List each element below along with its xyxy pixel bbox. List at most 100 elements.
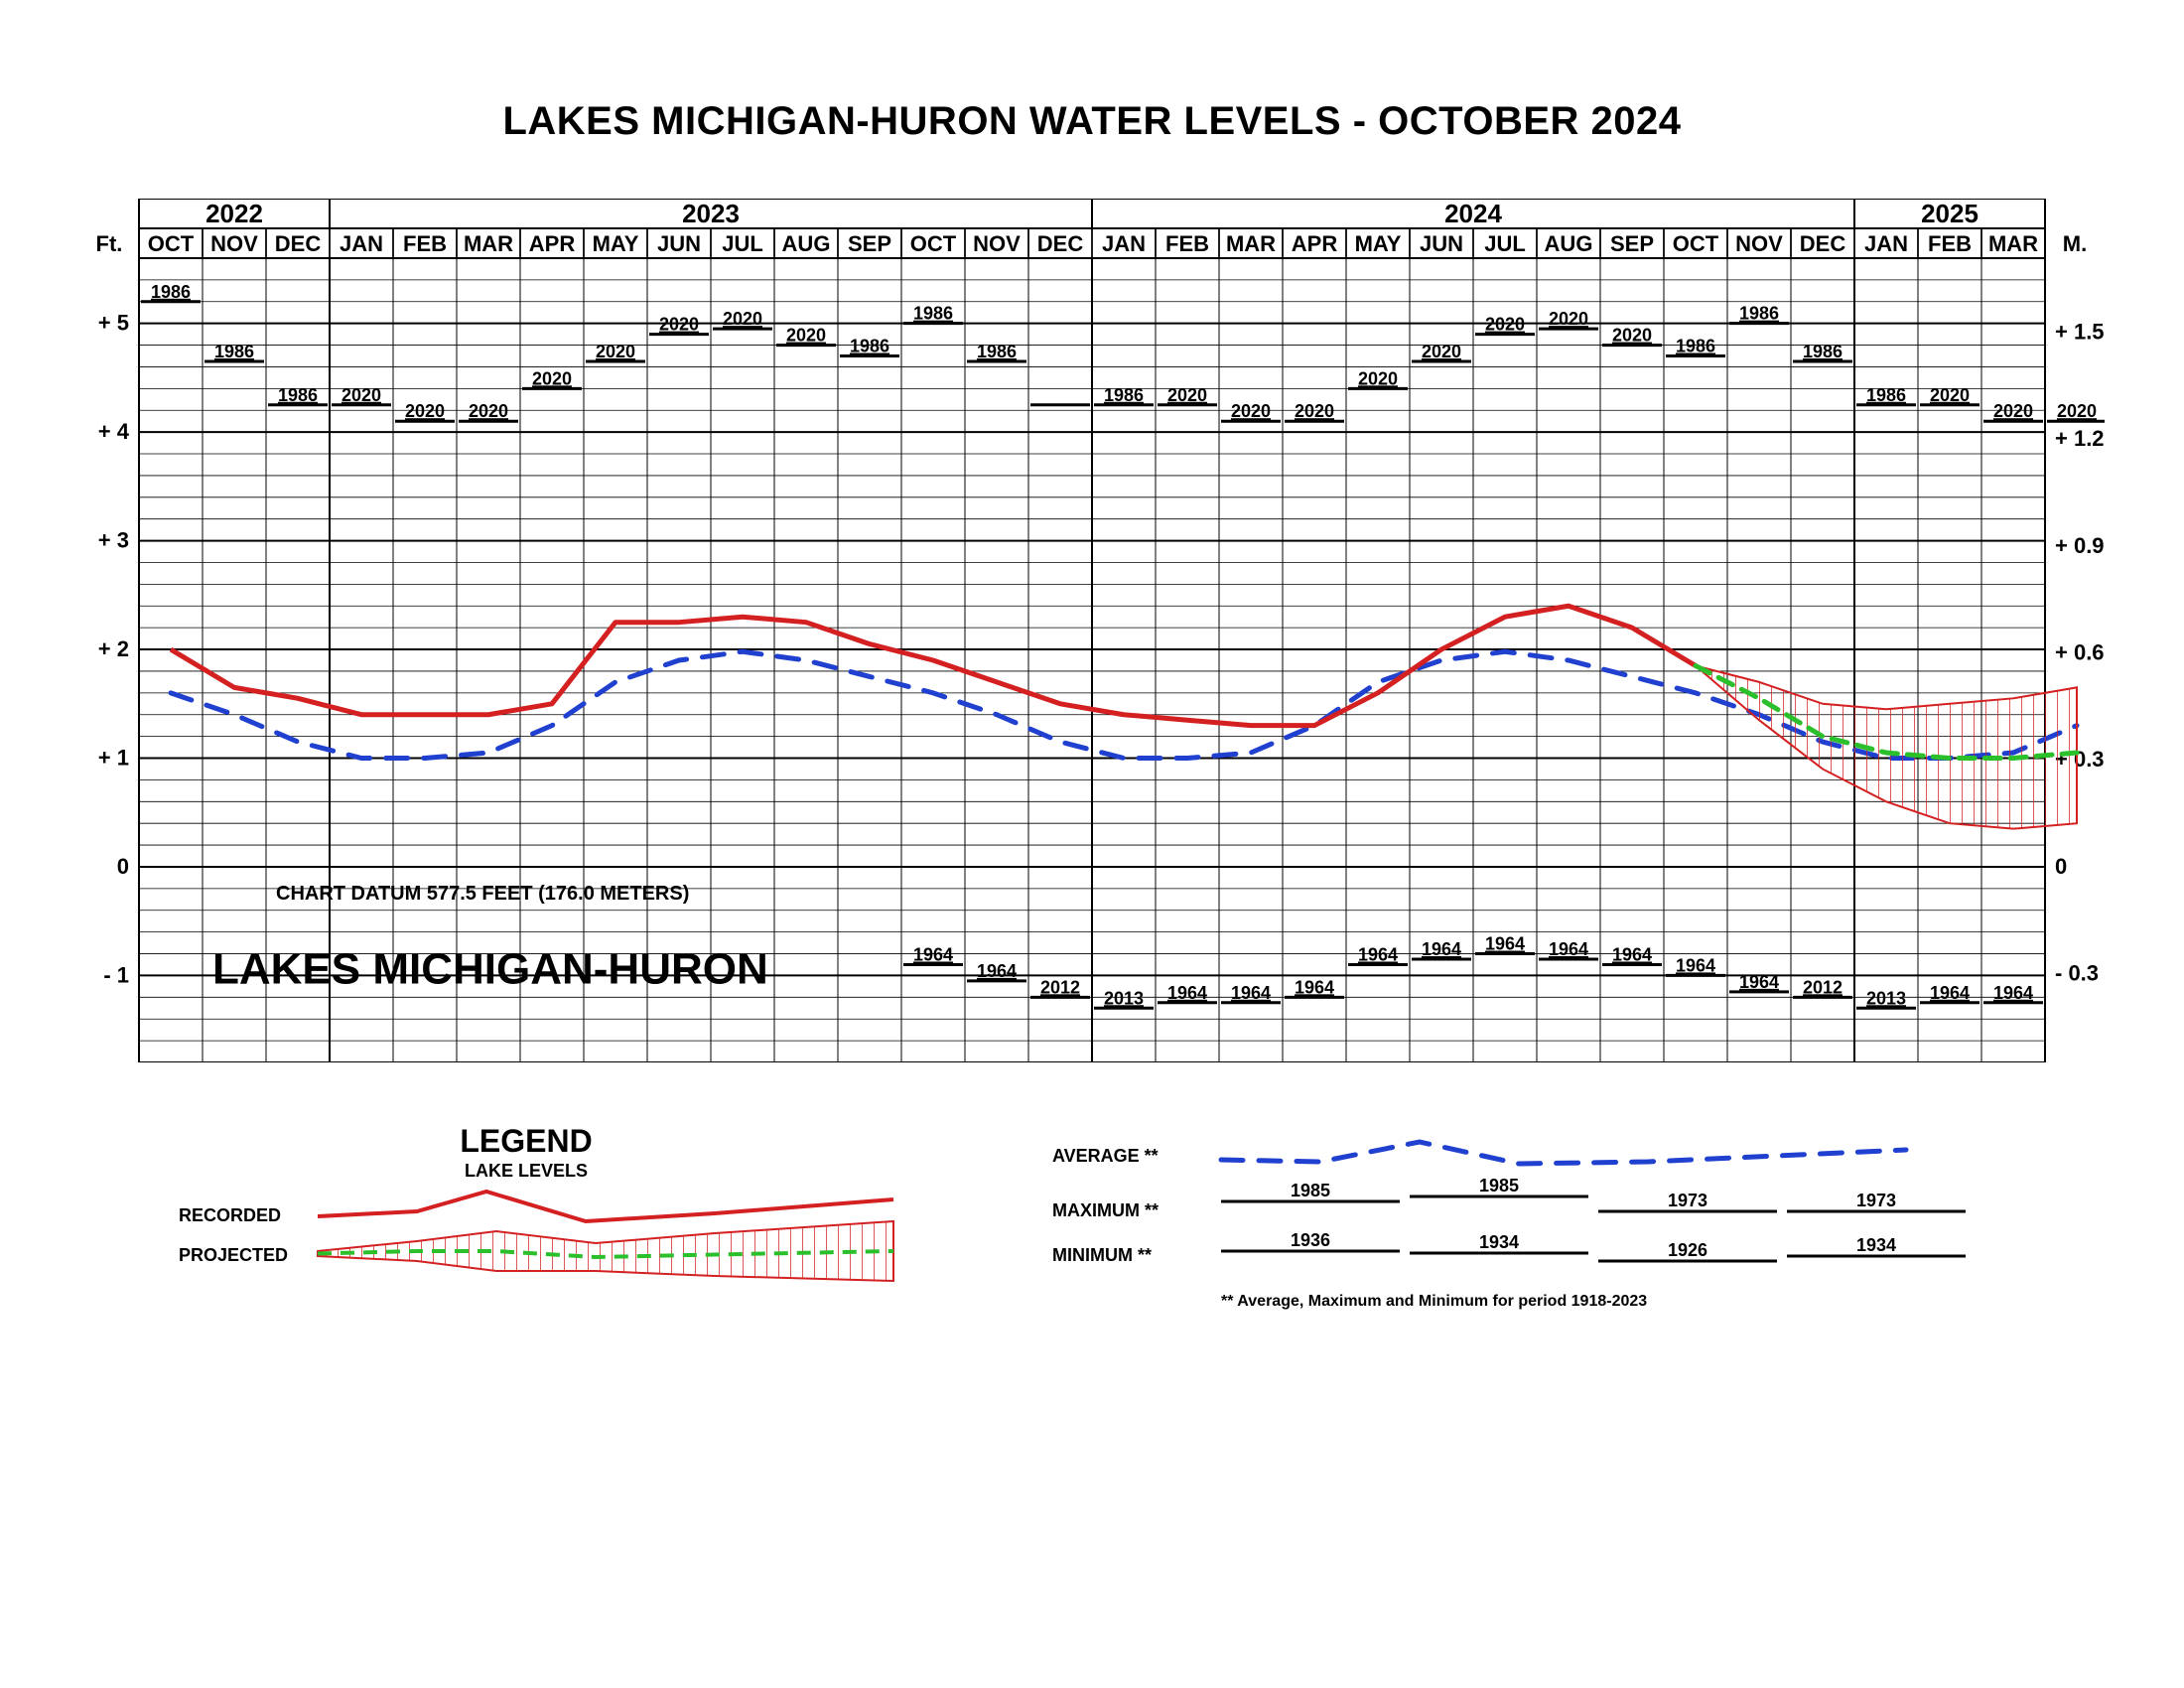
svg-text:1964: 1964 — [1739, 972, 1779, 992]
svg-text:RECORDED: RECORDED — [179, 1205, 281, 1225]
svg-text:MAY: MAY — [1355, 231, 1402, 256]
svg-text:+ 0.9: + 0.9 — [2055, 533, 2105, 558]
svg-text:DEC: DEC — [1037, 231, 1084, 256]
svg-text:MINIMUM **: MINIMUM ** — [1052, 1245, 1152, 1265]
svg-text:2022: 2022 — [205, 199, 263, 228]
svg-text:1986: 1986 — [1739, 304, 1779, 324]
svg-text:1986: 1986 — [214, 342, 254, 361]
svg-text:1964: 1964 — [1485, 934, 1525, 954]
svg-text:1926: 1926 — [1668, 1240, 1707, 1260]
svg-text:MAR: MAR — [1988, 231, 2038, 256]
svg-text:AUG: AUG — [1545, 231, 1593, 256]
svg-text:1964: 1964 — [1930, 983, 1970, 1003]
svg-text:SEP: SEP — [848, 231, 891, 256]
svg-text:- 1: - 1 — [103, 962, 129, 987]
svg-text:1964: 1964 — [1993, 983, 2033, 1003]
svg-text:0: 0 — [2055, 854, 2067, 879]
svg-text:2020: 2020 — [532, 368, 572, 388]
svg-text:JUN: JUN — [657, 231, 701, 256]
svg-text:1964: 1964 — [1231, 983, 1271, 1003]
svg-text:1985: 1985 — [1291, 1181, 1330, 1200]
svg-text:2020: 2020 — [1295, 401, 1334, 421]
svg-text:NOV: NOV — [973, 231, 1021, 256]
svg-text:** Average, Maximum and Minimu: ** Average, Maximum and Minimum for peri… — [1221, 1293, 1647, 1310]
svg-text:2020: 2020 — [405, 401, 445, 421]
svg-text:1934: 1934 — [1856, 1235, 1896, 1255]
svg-text:- 0.3: - 0.3 — [2055, 961, 2099, 986]
svg-text:1964: 1964 — [1422, 939, 1461, 959]
svg-text:AUG: AUG — [782, 231, 831, 256]
svg-text:NOV: NOV — [1735, 231, 1783, 256]
svg-text:+ 3: + 3 — [98, 528, 129, 553]
svg-text:1936: 1936 — [1291, 1230, 1330, 1250]
svg-text:1964: 1964 — [913, 944, 953, 964]
svg-text:0: 0 — [117, 854, 129, 879]
svg-text:2020: 2020 — [2057, 401, 2097, 421]
svg-text:NOV: NOV — [210, 231, 258, 256]
svg-text:+ 4: + 4 — [98, 419, 130, 444]
svg-text:2020: 2020 — [1485, 315, 1525, 335]
svg-text:SEP: SEP — [1610, 231, 1654, 256]
svg-text:LAKE LEVELS: LAKE LEVELS — [465, 1161, 588, 1181]
page-title: LAKES MICHIGAN-HURON WATER LEVELS - OCTO… — [0, 99, 2184, 144]
svg-text:CHART DATUM 577.5 FEET (176.0: CHART DATUM 577.5 FEET (176.0 METERS) — [276, 883, 689, 905]
svg-text:LAKES MICHIGAN-HURON: LAKES MICHIGAN-HURON — [212, 944, 768, 993]
svg-text:1986: 1986 — [151, 282, 191, 302]
svg-text:+ 5: + 5 — [98, 311, 129, 336]
svg-text:DEC: DEC — [1800, 231, 1846, 256]
legend: LEGENDLAKE LEVELS RECORDED PROJECTED AVERAG… — [159, 1122, 2025, 1380]
svg-text:2012: 2012 — [1040, 977, 1080, 997]
svg-text:+ 1.2: + 1.2 — [2055, 426, 2105, 451]
svg-text:2013: 2013 — [1104, 988, 1144, 1008]
svg-text:LEGEND: LEGEND — [460, 1123, 592, 1159]
svg-text:JUN: JUN — [1420, 231, 1463, 256]
svg-text:JUL: JUL — [722, 231, 763, 256]
svg-text:1934: 1934 — [1479, 1232, 1519, 1252]
page: LAKES MICHIGAN-HURON WATER LEVELS - OCTO… — [0, 0, 2184, 1688]
svg-text:M.: M. — [2063, 231, 2087, 256]
svg-text:MAR: MAR — [464, 231, 513, 256]
svg-text:2020: 2020 — [1612, 326, 1652, 346]
chart: 2022202320242025OCTNOVDECJANFEBMARAPRMAY… — [79, 199, 2105, 1062]
svg-text:APR: APR — [1292, 231, 1338, 256]
svg-text:OCT: OCT — [148, 231, 195, 256]
svg-text:1964: 1964 — [1612, 944, 1652, 964]
svg-text:1986: 1986 — [913, 304, 953, 324]
svg-text:1973: 1973 — [1668, 1191, 1707, 1210]
svg-text:OCT: OCT — [1673, 231, 1719, 256]
svg-text:2020: 2020 — [659, 315, 699, 335]
svg-text:2020: 2020 — [1167, 385, 1207, 405]
svg-text:2012: 2012 — [1803, 977, 1843, 997]
svg-text:+ 2: + 2 — [98, 636, 129, 661]
svg-text:2020: 2020 — [723, 309, 762, 329]
svg-text:JAN: JAN — [1102, 231, 1146, 256]
svg-text:+ 1: + 1 — [98, 746, 129, 771]
svg-text:2020: 2020 — [341, 385, 381, 405]
svg-text:1986: 1986 — [977, 342, 1017, 361]
svg-text:2020: 2020 — [786, 326, 826, 346]
svg-text:1986: 1986 — [278, 385, 318, 405]
svg-text:2020: 2020 — [1993, 401, 2033, 421]
svg-text:+ 0.6: + 0.6 — [2055, 640, 2105, 665]
svg-text:Ft.: Ft. — [96, 231, 123, 256]
svg-text:1964: 1964 — [977, 961, 1017, 981]
svg-text:JUL: JUL — [1484, 231, 1526, 256]
svg-text:2023: 2023 — [682, 199, 740, 228]
svg-text:2024: 2024 — [1444, 199, 1502, 228]
svg-text:2020: 2020 — [1422, 342, 1461, 361]
svg-text:1986: 1986 — [850, 337, 889, 356]
svg-text:1986: 1986 — [1676, 337, 1715, 356]
svg-text:+ 1.5: + 1.5 — [2055, 319, 2105, 344]
svg-text:2020: 2020 — [469, 401, 508, 421]
svg-text:PROJECTED: PROJECTED — [179, 1245, 288, 1265]
svg-text:JAN: JAN — [340, 231, 383, 256]
svg-text:FEB: FEB — [1928, 231, 1972, 256]
svg-text:1964: 1964 — [1549, 939, 1588, 959]
svg-text:2020: 2020 — [1549, 309, 1588, 329]
svg-text:1964: 1964 — [1358, 944, 1398, 964]
svg-text:1985: 1985 — [1479, 1176, 1519, 1196]
svg-text:DEC: DEC — [275, 231, 322, 256]
svg-text:AVERAGE **: AVERAGE ** — [1052, 1146, 1159, 1166]
svg-text:MAR: MAR — [1226, 231, 1276, 256]
svg-text:1986: 1986 — [1104, 385, 1144, 405]
